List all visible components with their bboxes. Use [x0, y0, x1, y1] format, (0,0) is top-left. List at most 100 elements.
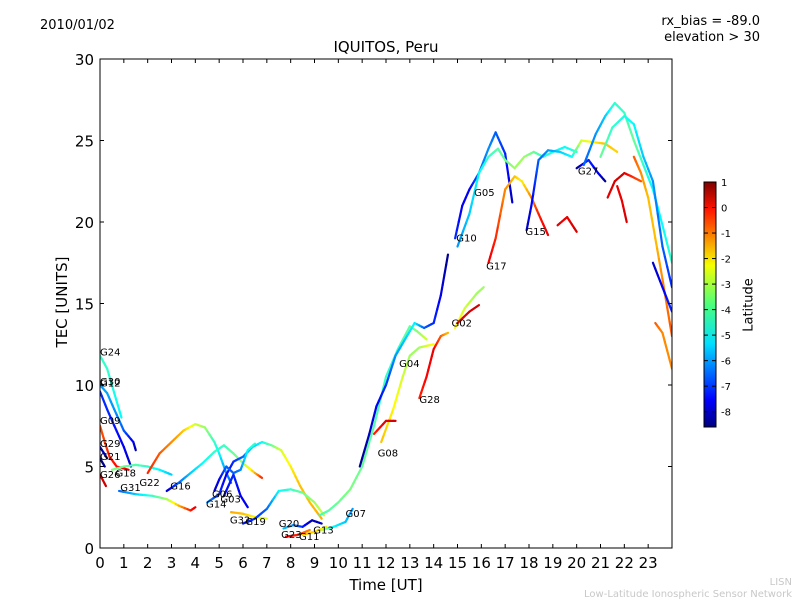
series-segment — [252, 442, 257, 447]
series-g17 — [487, 175, 550, 264]
series-segment — [666, 306, 671, 323]
series-segment — [441, 273, 446, 287]
series-segment — [437, 294, 442, 304]
series-segment — [647, 196, 652, 209]
series-segment — [613, 148, 619, 154]
colorbar-tick-label: -3 — [721, 280, 731, 291]
series-segment — [375, 400, 382, 415]
series-segment — [427, 361, 432, 372]
y-tick-label: 20 — [75, 214, 94, 232]
series-segment — [455, 220, 460, 232]
series-segment — [650, 216, 655, 230]
series-segment — [244, 503, 249, 509]
series-segment — [465, 212, 471, 224]
x-tick-label: 4 — [191, 554, 201, 572]
series-segment — [134, 447, 137, 452]
x-tick-label: 21 — [591, 554, 610, 572]
series-segment — [602, 141, 608, 151]
series-segment — [436, 301, 441, 311]
satellite-label: G20 — [279, 519, 299, 530]
series-segment — [430, 348, 435, 358]
series-segment — [666, 242, 671, 255]
series-segment — [387, 361, 394, 372]
series-g30 — [100, 383, 137, 452]
series-g02 — [454, 286, 485, 330]
series-segment — [663, 340, 669, 352]
series-segment — [322, 525, 328, 530]
series-segment — [361, 449, 366, 460]
series-segment — [423, 336, 428, 341]
x-tick-label: 11 — [353, 554, 372, 572]
colorbar-tick-label: -4 — [721, 306, 731, 317]
satellite-label: G03 — [220, 494, 240, 505]
x-tick-label: 5 — [214, 554, 224, 572]
y-tick-label: 25 — [75, 133, 94, 151]
satellite-label: G19 — [245, 517, 265, 528]
rx-bias-label: rx_bias = -89.0 — [661, 14, 760, 29]
series-segment — [443, 263, 448, 277]
series-segment — [445, 253, 450, 266]
series-segment — [103, 482, 108, 488]
series-segment — [372, 412, 379, 427]
series-g15 — [525, 139, 619, 232]
series-segment — [535, 158, 540, 173]
x-tick-label: 16 — [472, 554, 491, 572]
colorbar-tick-label: -6 — [721, 357, 731, 368]
x-tick-label: 7 — [262, 554, 272, 572]
series-g26b — [606, 172, 643, 199]
series-segment — [124, 467, 130, 471]
colorbar-tick-label: 1 — [721, 178, 727, 189]
series-segment — [475, 304, 481, 308]
series-segment — [364, 445, 370, 458]
series-segment — [399, 375, 404, 387]
series-segment — [658, 229, 664, 248]
satellite-label: G12 — [100, 379, 120, 390]
series-segment — [509, 189, 514, 204]
satellite-label: G27 — [578, 167, 598, 178]
colorbar-tick-label: -2 — [721, 255, 731, 266]
series-g01 — [599, 114, 672, 289]
series-segment — [459, 204, 464, 215]
x-tick-label: 23 — [639, 554, 658, 572]
series-segment — [532, 181, 537, 196]
series-segment — [530, 193, 535, 207]
x-axis-label: Time [UT] — [349, 576, 423, 594]
satellite-label: G17 — [486, 261, 506, 272]
x-tick-label: 3 — [167, 554, 177, 572]
series-g31b — [651, 261, 672, 313]
series-segment — [370, 424, 376, 438]
series-segment — [387, 369, 392, 379]
x-tick-label: 20 — [567, 554, 586, 572]
series-segment — [666, 349, 671, 361]
satellite-label: G10 — [456, 234, 476, 245]
series-segment — [661, 224, 666, 236]
series-segment — [373, 405, 378, 415]
series-segment — [432, 315, 437, 325]
series-g16 — [165, 444, 264, 493]
colorbar-tick-label: -5 — [721, 331, 731, 342]
colorbar-tick-label: -7 — [721, 382, 731, 393]
series-segment — [434, 308, 439, 318]
x-tick-label: 6 — [238, 554, 248, 572]
series-segment — [632, 123, 638, 134]
x-tick-label: 17 — [496, 554, 515, 572]
series-segment — [627, 125, 633, 135]
satellite-label: G13 — [313, 525, 333, 536]
series-g10 — [454, 131, 514, 240]
satellite-label: G04 — [399, 359, 419, 370]
series-segment — [663, 255, 669, 268]
series-g29b — [616, 185, 628, 224]
satellite-label: G21 — [100, 452, 120, 463]
series-segment — [392, 354, 397, 365]
x-tick-label: 8 — [286, 554, 296, 572]
series-segment — [361, 455, 367, 468]
series-segment — [637, 139, 643, 150]
series-segment — [656, 212, 662, 232]
series-segment — [457, 212, 462, 224]
series-g03 — [222, 473, 249, 509]
x-tick-label: 0 — [95, 554, 105, 572]
series-segment — [259, 475, 264, 480]
series-segment — [499, 200, 504, 215]
series-segment — [659, 267, 664, 281]
